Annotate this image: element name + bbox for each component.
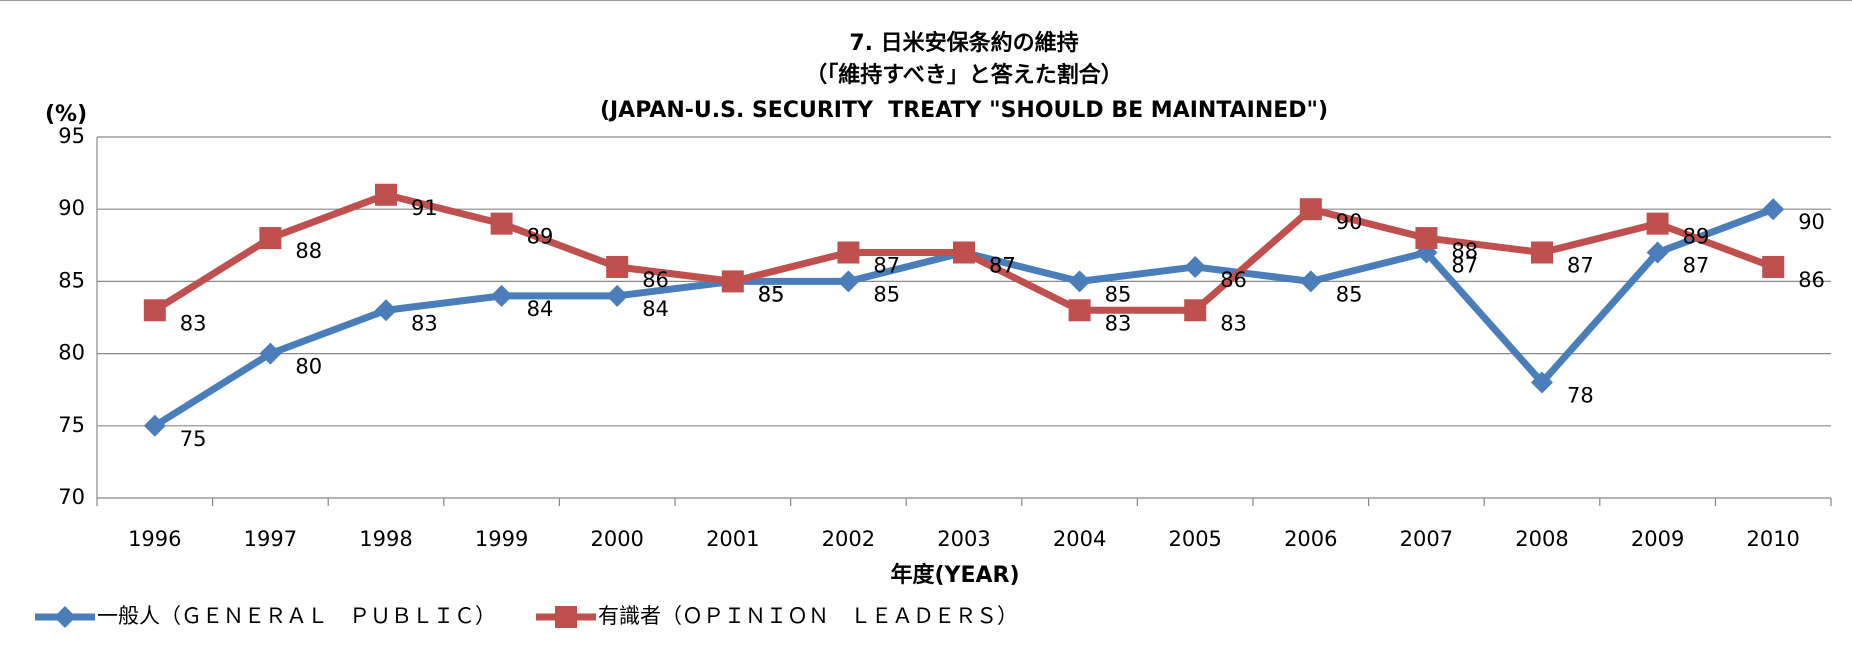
legend-label: 一般人（ＧＥＮＥＲＡＬ ＰＵＢＬＩＣ）: [97, 604, 496, 628]
data-label: 88: [295, 239, 322, 263]
data-label: 87: [1683, 254, 1710, 278]
x-tick-label: 2000: [590, 527, 643, 551]
data-label: 78: [1567, 383, 1594, 407]
data-label: 87: [989, 254, 1016, 278]
data-label: 83: [1105, 311, 1132, 335]
marker: [375, 299, 397, 322]
data-label: 85: [758, 282, 785, 306]
marker: [837, 270, 860, 293]
data-label: 83: [1220, 311, 1247, 335]
marker: [837, 241, 860, 264]
x-tick-label: 2002: [822, 527, 875, 551]
data-label: 85: [1336, 282, 1363, 306]
x-tick-label: 2001: [706, 527, 759, 551]
marker: [54, 606, 76, 628]
data-label: 83: [411, 311, 438, 335]
x-tick-label: 1996: [128, 527, 181, 551]
data-label: 85: [1105, 282, 1132, 306]
marker: [1762, 255, 1785, 278]
marker: [1531, 241, 1553, 264]
chart-subtitle: (JAPAN-U.S. SECURITY TREATY "SHOULD BE M…: [600, 98, 1328, 123]
chart-title: 7. 日米安保条約の維持: [849, 30, 1078, 56]
data-label: 75: [180, 427, 207, 451]
data-label: 89: [1683, 225, 1710, 249]
x-tick-label: 2008: [1515, 527, 1568, 551]
marker: [375, 183, 397, 206]
data-label: 85: [758, 282, 785, 306]
data-label: 83: [180, 311, 207, 335]
y-tick-label: 90: [58, 196, 85, 220]
chart-subtitle: （「維持すべき」と答えた割合）: [805, 62, 1122, 88]
marker: [1184, 299, 1207, 322]
x-tick-label: 1999: [475, 527, 528, 551]
y-tick-label: 80: [58, 341, 85, 365]
marker: [1762, 198, 1785, 221]
x-tick-label: 2009: [1631, 527, 1684, 551]
data-label: 86: [1220, 268, 1247, 292]
legend-label: 有識者（ＯＰＩＮＩＯＮ ＬＥＡＤＥＲＳ）: [598, 604, 1018, 628]
data-label: 84: [642, 297, 669, 321]
y-tick-label: 75: [58, 413, 85, 437]
y-axis-label: (%): [45, 102, 87, 127]
marker: [721, 270, 744, 293]
marker: [490, 284, 513, 307]
y-tick-label: 70: [58, 485, 85, 509]
x-tick-label: 2006: [1284, 527, 1337, 551]
data-label: 87: [1451, 254, 1478, 278]
data-label: 85: [873, 282, 900, 306]
data-label: 87: [989, 254, 1016, 278]
marker: [259, 227, 282, 250]
x-tick-label: 2003: [937, 527, 990, 551]
marker: [259, 342, 282, 365]
x-axis-label: 年度(YEAR): [890, 562, 1019, 588]
data-label: 91: [411, 196, 438, 220]
data-label: 84: [527, 297, 554, 321]
x-tick-label: 1998: [359, 527, 412, 551]
x-tick-label: 2005: [1168, 527, 1221, 551]
data-label: 90: [1336, 210, 1363, 234]
marker: [1068, 270, 1091, 293]
marker: [606, 284, 629, 307]
data-label: 87: [1567, 254, 1594, 278]
data-label: 80: [295, 355, 322, 379]
marker: [606, 255, 629, 278]
data-label: 86: [642, 268, 669, 292]
x-tick-label: 2007: [1400, 527, 1453, 551]
data-label: 88: [1451, 239, 1478, 263]
marker: [1531, 371, 1553, 394]
marker: [143, 299, 166, 322]
marker: [953, 241, 975, 264]
marker: [555, 606, 577, 628]
y-tick-label: 85: [58, 268, 85, 292]
x-tick-label: 2004: [1053, 527, 1106, 551]
marker: [1184, 255, 1207, 278]
data-label: 90: [1798, 210, 1825, 234]
marker: [143, 414, 166, 437]
x-tick-label: 1997: [244, 527, 297, 551]
data-label: 87: [873, 254, 900, 278]
marker: [1299, 198, 1322, 221]
marker: [490, 212, 513, 235]
marker: [1299, 270, 1322, 293]
x-tick-label: 2010: [1746, 527, 1799, 551]
marker: [1646, 212, 1669, 235]
data-label: 86: [1798, 268, 1825, 292]
data-label: 89: [527, 225, 554, 249]
marker: [1068, 299, 1091, 322]
marker: [1646, 241, 1669, 264]
marker: [1415, 227, 1438, 250]
y-tick-label: 95: [58, 124, 85, 148]
